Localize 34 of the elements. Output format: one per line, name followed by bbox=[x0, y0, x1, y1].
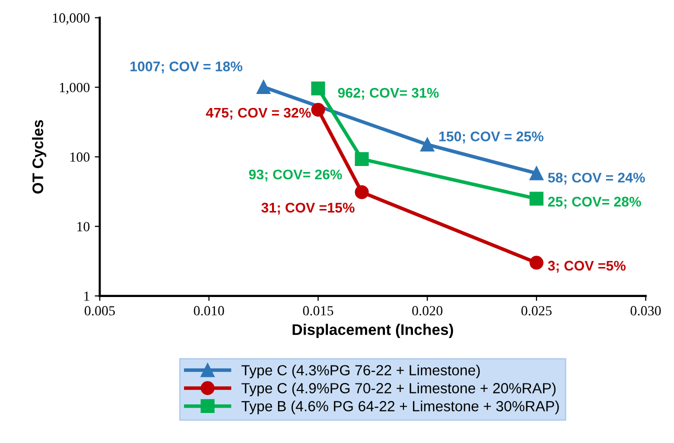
data-label: 58; COV = 24% bbox=[548, 172, 645, 185]
y-tick-label: 10,000 bbox=[53, 13, 90, 25]
point bbox=[354, 152, 369, 166]
point bbox=[530, 166, 544, 180]
point bbox=[311, 81, 326, 96]
x-tick-label: 0.030 bbox=[630, 306, 661, 316]
y-tick-label: 10 bbox=[77, 222, 90, 232]
y-tick-label: 100 bbox=[70, 152, 90, 162]
x-tick-label: 0.025 bbox=[521, 306, 552, 316]
x-tick-label: 0.010 bbox=[194, 306, 224, 316]
point bbox=[354, 185, 369, 200]
legend-label: Type B (4.6% PG 64-22 + Limestone + 30%RAP) bbox=[241, 400, 559, 414]
x-axis-title: Displacement (Inches) bbox=[292, 324, 454, 338]
point bbox=[256, 80, 270, 94]
legend-label: Type C (4.9%PG 70-22 + Limestone + 20%RAP) bbox=[241, 382, 556, 396]
data-label: 31; COV =15% bbox=[261, 202, 354, 215]
point bbox=[530, 256, 544, 270]
point bbox=[311, 102, 326, 117]
data-label: 3; COV =5% bbox=[548, 260, 626, 273]
data-label: 475; COV = 32% bbox=[206, 108, 311, 120]
x-tick-label: 0.015 bbox=[303, 306, 334, 316]
data-label: 93; COV= 26% bbox=[249, 170, 342, 182]
data-label: 1007; COV = 18% bbox=[130, 62, 242, 74]
y-tick-label: 1,000 bbox=[60, 82, 90, 94]
point bbox=[530, 192, 544, 206]
y-tick-label: 1 bbox=[84, 292, 90, 301]
data-label: 25; COV= 28% bbox=[548, 196, 642, 209]
legend-label: Type C (4.3%PG 76-22 + Limestone) bbox=[241, 364, 480, 378]
x-tick-label: 0.005 bbox=[84, 306, 115, 316]
point bbox=[420, 138, 434, 152]
data-label: 962; COV= 31% bbox=[338, 88, 439, 100]
y-axis-title: OT Cycles bbox=[32, 120, 46, 194]
data-label: 150; COV = 25% bbox=[439, 132, 544, 144]
x-tick-label: 0.020 bbox=[412, 306, 442, 316]
